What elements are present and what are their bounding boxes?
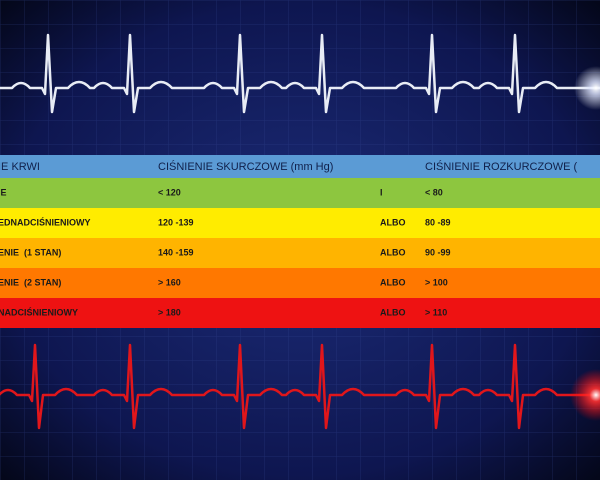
row-bg: [0, 268, 600, 298]
table-cell: 90 -99: [425, 247, 451, 257]
table-cell: > 100: [425, 277, 448, 287]
row-bg: [0, 238, 600, 268]
table-cell: 140 -159: [158, 247, 194, 257]
table-body: IE < 120 I < 80 EDNADCIŚNIENIOWY 120 -139 ALBO…: [0, 187, 451, 317]
header-bar: [0, 155, 600, 178]
ecg-line: [0, 33, 600, 114]
table-cell: > 110: [425, 307, 447, 317]
table-cell: I: [380, 187, 383, 197]
header-cell: IE KRWI: [0, 161, 40, 173]
row-bg: [0, 298, 600, 328]
table-cell: > 160: [158, 277, 181, 287]
table-cell: ENIE (2 STAN): [0, 277, 61, 287]
table-cell: ALBO: [380, 247, 406, 257]
table-cell: IE: [0, 187, 7, 197]
glow: [570, 369, 600, 421]
table-cell: EDNADCIŚNIENIOWY: [0, 216, 91, 227]
header-cell: CIŚNIENIE ROZKURCZOWE (: [425, 160, 578, 173]
table-cell: ENIE (1 STAN): [0, 247, 61, 257]
table-cell: > 180: [158, 307, 181, 317]
table-cell: < 80: [425, 187, 443, 197]
row-bg: [0, 178, 600, 208]
table-cell: ALBO: [380, 217, 406, 227]
ecg-line: [0, 343, 600, 430]
table-cell: < 120: [158, 187, 181, 197]
glow: [574, 66, 600, 110]
table-cell: NADCIŚNIENIOWY: [0, 306, 78, 317]
table-cell: 120 -139: [158, 217, 194, 227]
table-cell: 80 -89: [425, 217, 451, 227]
table-cell: ALBO: [380, 277, 406, 287]
header-cell: CIŚNIENIE SKURCZOWE (mm Hg): [158, 160, 333, 173]
row-bg: [0, 208, 600, 238]
table-cell: ALBO: [380, 307, 406, 317]
